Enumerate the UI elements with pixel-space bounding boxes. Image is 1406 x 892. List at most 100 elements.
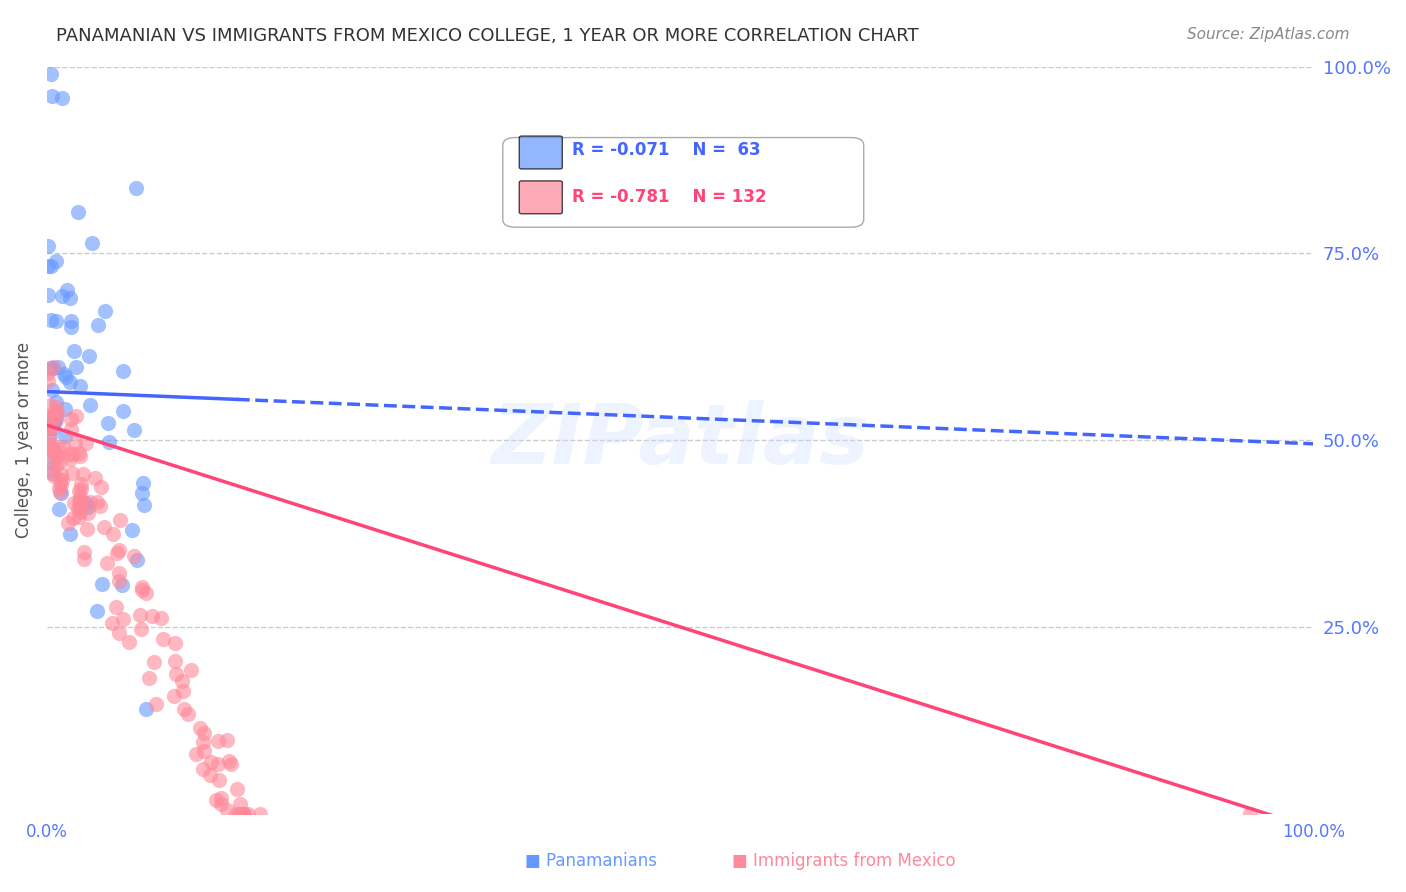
Point	[69, 378, 91, 392]
Point	[79, 398, 101, 412]
Point	[105, 546, 128, 560]
Point	[55, 370, 77, 384]
Point	[59, 291, 82, 305]
Point	[59, 319, 82, 334]
Point	[93, 519, 115, 533]
Point	[101, 615, 124, 630]
Point	[49, 473, 72, 487]
Point	[59, 375, 82, 389]
Point	[44, 453, 66, 467]
FancyBboxPatch shape	[503, 137, 863, 227]
Point	[53, 401, 76, 416]
Point	[37, 375, 59, 389]
Point	[67, 502, 90, 516]
Point	[67, 493, 90, 508]
Point	[45, 408, 67, 422]
Point	[131, 583, 153, 598]
Point	[131, 486, 153, 500]
Point	[165, 636, 187, 650]
Point	[98, 434, 121, 449]
Point	[219, 757, 242, 772]
Point	[63, 495, 86, 509]
Point	[75, 436, 97, 450]
Point	[69, 499, 91, 513]
Point	[73, 551, 96, 566]
Point	[83, 471, 105, 485]
Point	[44, 415, 66, 429]
Point	[177, 706, 200, 721]
Point	[138, 672, 160, 686]
Point	[173, 702, 195, 716]
Point	[59, 412, 82, 426]
Point	[67, 446, 90, 460]
Point	[111, 578, 134, 592]
Point	[124, 181, 146, 195]
Point	[118, 635, 141, 649]
Point	[112, 364, 135, 378]
Text: R = -0.781    N = 132: R = -0.781 N = 132	[572, 188, 766, 206]
Point	[45, 254, 67, 268]
Point	[163, 689, 186, 703]
Point	[209, 797, 232, 811]
Point	[60, 422, 83, 436]
Point	[42, 468, 65, 483]
Point	[59, 451, 82, 466]
Point	[39, 438, 62, 452]
Point	[58, 447, 80, 461]
Point	[193, 726, 215, 740]
Point	[233, 806, 256, 821]
Point	[51, 473, 73, 487]
Point	[90, 480, 112, 494]
Point	[112, 612, 135, 626]
Point	[52, 440, 75, 454]
Point	[135, 702, 157, 716]
Point	[73, 545, 96, 559]
Point	[39, 360, 62, 375]
Point	[37, 420, 59, 434]
Point	[53, 367, 76, 381]
Point	[67, 484, 90, 499]
Point	[41, 438, 63, 452]
Point	[45, 400, 67, 414]
Point	[39, 398, 62, 412]
Point	[38, 420, 60, 434]
Point	[63, 343, 86, 358]
Point	[42, 444, 65, 458]
Point	[45, 395, 67, 409]
Point	[70, 495, 93, 509]
Point	[38, 427, 60, 442]
Point	[51, 467, 73, 481]
Point	[76, 522, 98, 536]
Point	[111, 403, 134, 417]
Point	[49, 484, 72, 499]
Point	[41, 466, 63, 480]
Point	[37, 454, 59, 468]
Point	[104, 599, 127, 614]
Point	[129, 622, 152, 636]
Point	[51, 289, 73, 303]
Point	[205, 793, 228, 807]
Point	[37, 239, 59, 253]
Point	[60, 467, 83, 481]
Point	[82, 235, 104, 250]
Point	[225, 781, 247, 796]
Point	[207, 734, 229, 748]
Point	[207, 756, 229, 771]
Point	[59, 313, 82, 327]
Point	[76, 500, 98, 514]
Point	[150, 611, 173, 625]
Point	[51, 91, 73, 105]
Point	[208, 773, 231, 788]
Y-axis label: College, 1 year or more: College, 1 year or more	[15, 342, 32, 538]
Point	[79, 494, 101, 508]
Point	[42, 360, 65, 375]
Text: ■ Immigrants from Mexico: ■ Immigrants from Mexico	[731, 852, 956, 870]
Point	[39, 312, 62, 326]
Point	[86, 495, 108, 509]
Point	[67, 510, 90, 524]
Point	[89, 500, 111, 514]
Point	[135, 586, 157, 600]
Point	[39, 417, 62, 431]
Point	[200, 755, 222, 769]
Point	[86, 604, 108, 618]
